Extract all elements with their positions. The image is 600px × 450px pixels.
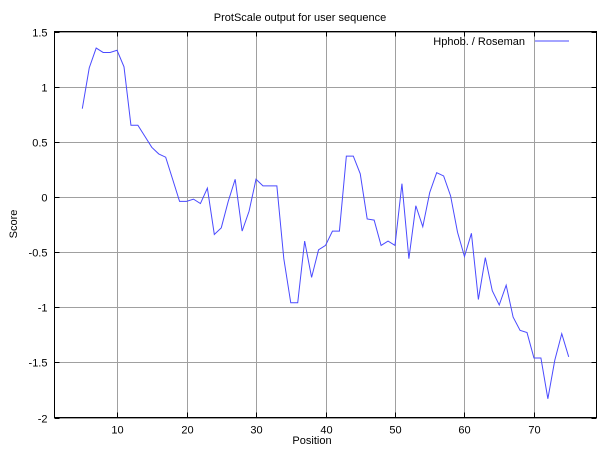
y-axis-label: Score <box>8 210 20 239</box>
x-tick-label: 30 <box>250 425 262 437</box>
grid <box>54 31 597 419</box>
y-tick-label: 1.5 <box>32 28 47 40</box>
y-tick-labels: -2 -1.5 -1 -0.5 0 0.5 1 1.5 <box>29 28 48 426</box>
plot-frame <box>54 31 597 418</box>
x-tick-label: 60 <box>458 425 470 437</box>
series <box>81 47 570 399</box>
y-tick-label: -1 <box>38 303 48 315</box>
chart-title: ProtScale output for user sequence <box>214 12 386 24</box>
x-tick-labels: 10 20 30 40 50 60 70 <box>111 425 540 437</box>
y-tick-label: -1.5 <box>29 358 48 370</box>
series-line <box>81 47 570 399</box>
x-tick-label: 10 <box>111 425 123 437</box>
y-tick-label: 0.5 <box>32 138 47 150</box>
x-axis-label: Position <box>292 435 331 447</box>
x-tick-label: 70 <box>528 425 540 437</box>
x-tick-label: 50 <box>389 425 401 437</box>
axis-ticks <box>54 31 597 419</box>
x-tick-label: 40 <box>320 425 332 437</box>
legend-label: Hphob. / Roseman <box>433 36 525 48</box>
y-tick-label: 1 <box>41 83 47 95</box>
y-tick-label: -0.5 <box>29 248 48 260</box>
legend: Hphob. / Roseman <box>433 36 569 48</box>
x-tick-label: 20 <box>181 425 193 437</box>
y-tick-label: -2 <box>38 414 48 426</box>
y-tick-label: 0 <box>41 193 47 205</box>
